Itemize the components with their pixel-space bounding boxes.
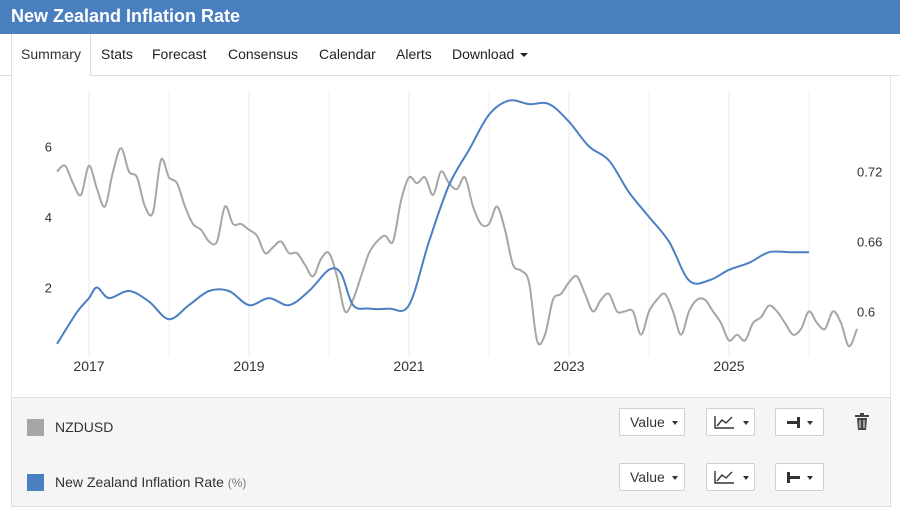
right-axis-icon — [787, 417, 800, 428]
tab-stats-label: Stats — [101, 46, 133, 62]
chart-svg: 2017 2019 2021 2023 2025 2 4 6 0.6 0.66 0.72 — [45, 90, 882, 374]
chart-type-dropdown[interactable] — [706, 408, 755, 436]
series-name: New Zealand Inflation Rate — [55, 474, 224, 490]
chevron-down-icon — [672, 476, 678, 480]
series-name: NZDUSD — [55, 419, 114, 435]
tab-download-label: Download — [452, 46, 515, 62]
tab-bar: Summary Stats Forecast Consensus Calenda… — [0, 34, 900, 76]
value-dropdown[interactable]: Value — [619, 408, 685, 436]
tab-alerts-label: Alerts — [396, 46, 432, 62]
left-axis-tick-label: 6 — [45, 139, 52, 154]
right-axis-tick-label: 0.6 — [857, 304, 875, 319]
left-axis-icon — [787, 472, 800, 483]
tab-summary[interactable]: Summary — [11, 34, 91, 76]
legend-row-nzdusd: NZDUSD Value — [12, 408, 890, 448]
axis-dropdown[interactable] — [775, 408, 824, 436]
x-tick-label: 2021 — [393, 358, 424, 374]
series-name-label: NZDUSD — [55, 419, 113, 435]
value-dropdown-label: Value — [630, 414, 665, 430]
axis-dropdown[interactable] — [775, 463, 824, 491]
x-tick-label: 2023 — [553, 358, 584, 374]
inflation-rate-line — [56, 99, 809, 345]
tab-calendar[interactable]: Calendar — [319, 34, 376, 75]
left-axis-tick-label: 4 — [45, 210, 52, 225]
x-tick-label: 2019 — [233, 358, 264, 374]
value-dropdown[interactable]: Value — [619, 463, 685, 491]
chevron-down-icon — [520, 53, 529, 58]
tab-consensus-label: Consensus — [228, 46, 299, 62]
line-chart-icon — [714, 471, 734, 484]
right-axis-tick-label: 0.66 — [857, 234, 882, 249]
right-axis-tick-label: 0.72 — [857, 165, 882, 180]
left-axis-tick-label: 2 — [45, 280, 52, 295]
x-tick-label: 2017 — [73, 358, 104, 374]
title-bar: New Zealand Inflation Rate — [0, 0, 900, 34]
line-chart-icon — [714, 416, 734, 429]
series-name-label: New Zealand Inflation Rate (%) — [55, 474, 246, 490]
series-legend-panel: NZDUSD Value New Zealand Inflation Rate … — [11, 397, 891, 507]
value-dropdown-label: Value — [630, 469, 665, 485]
chevron-down-icon — [807, 476, 813, 480]
x-tick-label: 2025 — [713, 358, 744, 374]
chevron-down-icon — [743, 421, 749, 425]
trash-icon[interactable] — [855, 413, 869, 431]
series-color-swatch[interactable] — [27, 474, 44, 491]
tab-calendar-label: Calendar — [319, 46, 376, 62]
chevron-down-icon — [672, 421, 678, 425]
tab-stats[interactable]: Stats — [101, 34, 133, 75]
chart-area: 2017 2019 2021 2023 2025 2 4 6 0.6 0.66 0.72 — [11, 76, 891, 396]
nzdusd-line — [56, 147, 858, 348]
legend-row-inflation: New Zealand Inflation Rate (%) Value — [12, 463, 890, 503]
tab-alerts[interactable]: Alerts — [396, 34, 432, 75]
tab-consensus[interactable]: Consensus — [228, 34, 298, 75]
chart-type-dropdown[interactable] — [706, 463, 755, 491]
tab-forecast-label: Forecast — [152, 46, 207, 62]
tab-forecast[interactable]: Forecast — [152, 34, 206, 75]
chevron-down-icon — [807, 421, 813, 425]
tab-summary-label: Summary — [21, 46, 81, 62]
series-unit: (%) — [227, 476, 247, 490]
series-color-swatch[interactable] — [27, 419, 44, 436]
page-title: New Zealand Inflation Rate — [11, 6, 241, 26]
chevron-down-icon — [743, 476, 749, 480]
tab-download[interactable]: Download — [452, 34, 529, 75]
